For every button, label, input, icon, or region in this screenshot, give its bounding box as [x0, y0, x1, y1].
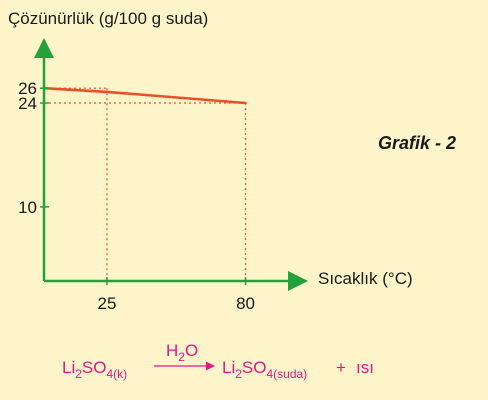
- chart-caption: Grafik - 2: [378, 133, 456, 153]
- reactant-li: Li: [62, 358, 75, 377]
- y-tick-label-26: 26: [18, 79, 37, 98]
- y-axis-title: Çözünürlük (g/100 g suda): [8, 9, 208, 28]
- reactant-sub-2: 2: [75, 367, 82, 381]
- product-formula: Li2SO4(suda): [222, 358, 307, 381]
- y-tick-label-24: 24: [18, 94, 37, 113]
- reactant-so: SO: [82, 358, 107, 377]
- reaction-equation: Li2SO4(k) H2O Li2SO4(suda) + ısı: [62, 341, 374, 381]
- product-sub-2: 2: [235, 367, 242, 381]
- reactant-formula: Li2SO4(k): [62, 358, 127, 381]
- product-sub-4suda: 4(suda): [266, 367, 307, 381]
- series-layer: [42, 86, 247, 105]
- arrow-label-sub: 2: [178, 350, 185, 364]
- heat-term: ısı: [356, 358, 374, 377]
- arrow-label-o: O: [185, 341, 198, 360]
- guide-lines: [44, 87, 247, 281]
- plus-sign: +: [336, 358, 346, 377]
- x-tick-label-25: 25: [98, 294, 117, 313]
- x-tick-label-80: 80: [236, 294, 255, 313]
- reactant-sub-4k: 4(k): [106, 367, 127, 381]
- y-tick-label-10: 10: [18, 198, 37, 217]
- arrow-label-h: H: [166, 341, 178, 360]
- arrow-label: H2O: [166, 341, 198, 364]
- product-so: SO: [242, 358, 267, 377]
- product-li: Li: [222, 358, 235, 377]
- x-axis-title: Sıcaklık (°C): [318, 269, 413, 288]
- solubility-line: [42, 86, 247, 105]
